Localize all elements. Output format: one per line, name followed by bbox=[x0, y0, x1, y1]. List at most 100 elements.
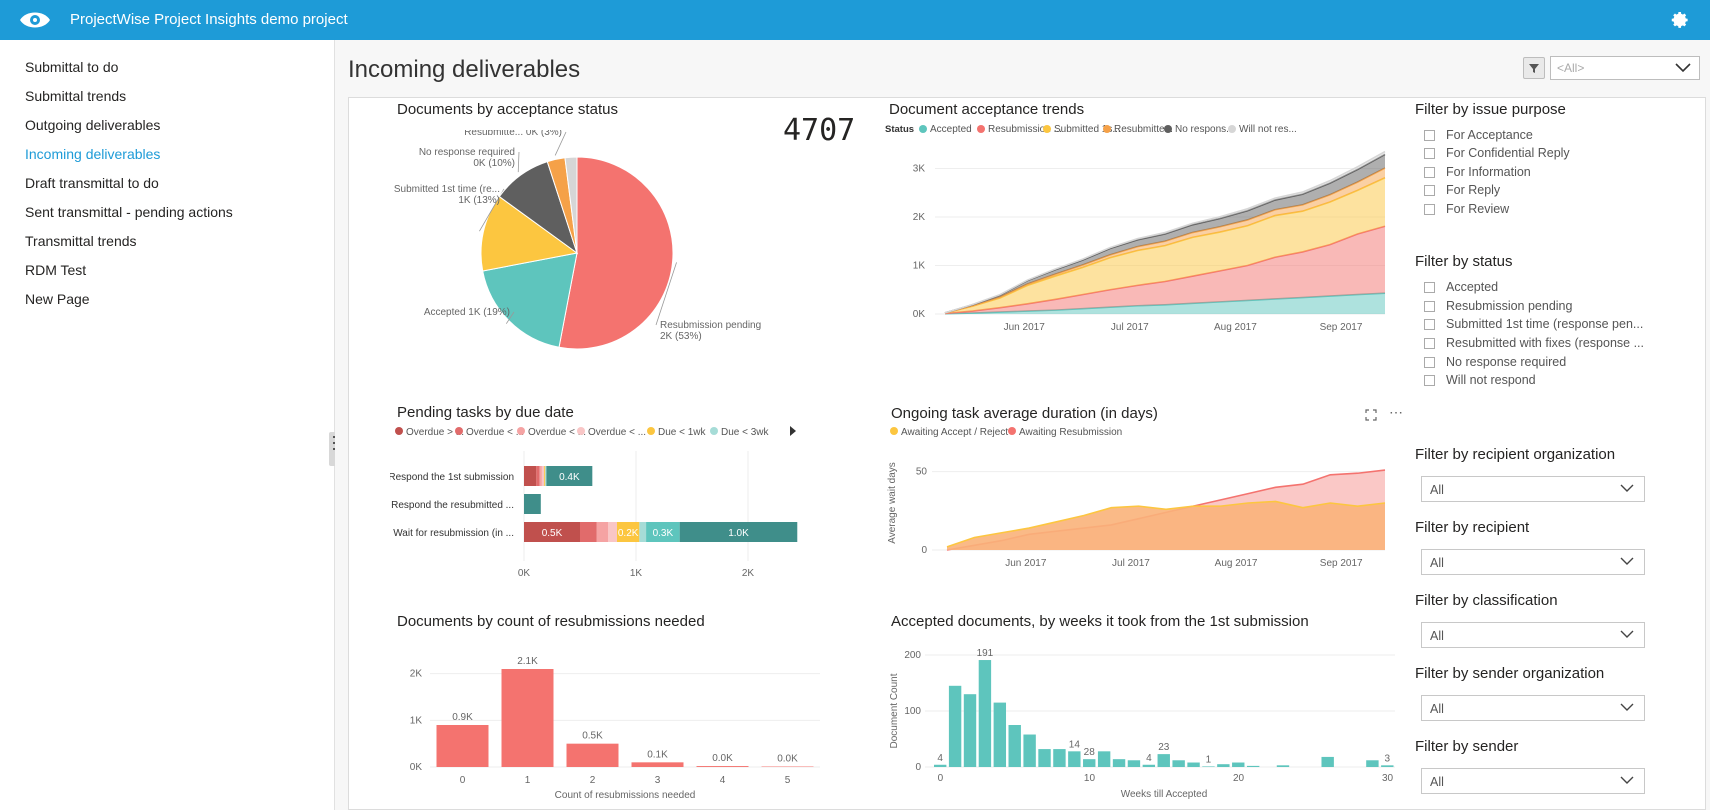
focus-mode-icon[interactable] bbox=[1364, 408, 1378, 422]
bar bbox=[1083, 759, 1096, 767]
checkbox[interactable] bbox=[1424, 130, 1435, 141]
sidebar-item-submittal-to-do[interactable]: Submittal to do bbox=[25, 59, 119, 75]
ongoing-duration-area-chart[interactable]: Awaiting Accept / Reject Awaiting Resubmi… bbox=[885, 426, 1395, 596]
weeks-chart-title: Accepted documents, by weeks it took fro… bbox=[891, 613, 1309, 630]
bar bbox=[1097, 751, 1111, 767]
checkbox[interactable] bbox=[1424, 282, 1435, 293]
bar-data-label: 14 bbox=[1069, 739, 1081, 750]
legend-label: Overdue < ... bbox=[466, 427, 524, 438]
pie-slice bbox=[564, 156, 578, 254]
ongoing-duration-title: Ongoing task average duration (in days) bbox=[891, 405, 1158, 422]
sidebar-item-outgoing-deliverables[interactable]: Outgoing deliverables bbox=[25, 117, 161, 133]
bar-segment bbox=[541, 466, 545, 486]
bar-data-label: 1.0K bbox=[728, 528, 749, 539]
y-tick-label: 100 bbox=[904, 706, 921, 717]
area-series bbox=[947, 501, 1385, 550]
pie-data-label: Resubmission pending bbox=[660, 320, 761, 331]
bar bbox=[1321, 756, 1334, 767]
filter-button[interactable] bbox=[1523, 57, 1545, 79]
area-series bbox=[945, 154, 1385, 313]
x-tick-label: Aug 2017 bbox=[1215, 558, 1258, 569]
gear-icon[interactable] bbox=[1668, 9, 1690, 31]
bar bbox=[993, 702, 1007, 767]
acceptance-trends-area-chart[interactable]: Status Accepted Resubmission ...Submitted … bbox=[885, 124, 1395, 364]
legend-marker bbox=[710, 427, 718, 435]
pending-tasks-title: Pending tasks by due date bbox=[397, 404, 574, 421]
recipient-org-slicer-title: Filter by recipient organization bbox=[1415, 446, 1616, 463]
legend-marker bbox=[395, 427, 403, 435]
checkbox[interactable] bbox=[1424, 204, 1435, 215]
checkbox[interactable] bbox=[1424, 357, 1435, 368]
x-tick-label: Jun 2017 bbox=[1004, 322, 1046, 333]
page-filter-select[interactable]: <All> bbox=[1550, 56, 1700, 80]
bar-data-label: 2.1K bbox=[517, 656, 538, 667]
classification-dropdown[interactable]: All bbox=[1421, 622, 1645, 648]
recipient-dropdown[interactable]: All bbox=[1421, 549, 1645, 575]
sidebar-item-draft-transmittal-to-do[interactable]: Draft transmittal to do bbox=[25, 175, 159, 191]
recipient-slicer-title: Filter by recipient bbox=[1415, 519, 1530, 536]
bar-segment bbox=[608, 522, 617, 542]
pie-data-label: 1K (13%) bbox=[458, 195, 500, 206]
bar bbox=[1366, 760, 1379, 767]
x-axis-label: Count of resubmissions needed bbox=[555, 790, 696, 801]
bar bbox=[1023, 734, 1036, 767]
status-slicer-title: Filter by status bbox=[1415, 253, 1513, 270]
y-tick-label: 2K bbox=[913, 212, 926, 223]
area-series-line bbox=[946, 500, 1386, 548]
sidebar-item-rdm-test[interactable]: RDM Test bbox=[25, 262, 87, 278]
y-tick-label: 0 bbox=[921, 545, 927, 556]
checkbox[interactable] bbox=[1424, 301, 1435, 312]
y-tick-label: 50 bbox=[916, 467, 928, 478]
pending-tasks-bar-chart[interactable]: Overdue > ... Overdue < ... Overdue < ... O… bbox=[390, 426, 870, 596]
sender-org-dropdown[interactable]: All bbox=[1421, 695, 1645, 721]
legend-marker bbox=[919, 125, 927, 133]
sidebar-collapse-handle[interactable] bbox=[329, 432, 339, 466]
bar bbox=[978, 660, 992, 767]
y-tick-label: 1K bbox=[410, 715, 423, 726]
y-axis-label: Average wait days bbox=[887, 462, 898, 544]
checkbox[interactable] bbox=[1424, 167, 1435, 178]
sidebar-item-new-page[interactable]: New Page bbox=[25, 291, 90, 307]
bar bbox=[1127, 760, 1141, 767]
more-options-icon[interactable]: ⋯ bbox=[1389, 404, 1403, 420]
sidebar-item-transmittal-trends[interactable]: Transmittal trends bbox=[25, 233, 137, 249]
y-tick-label: 1K bbox=[913, 261, 926, 272]
bar-data-label: 0.5K bbox=[582, 731, 603, 742]
chevron-down-icon bbox=[1620, 484, 1634, 492]
bar-segment bbox=[616, 522, 640, 542]
sender-dropdown[interactable]: All bbox=[1421, 768, 1645, 794]
app-title: ProjectWise Project Insights demo projec… bbox=[70, 11, 348, 28]
sidebar-item-submittal-trends[interactable]: Submittal trends bbox=[25, 88, 127, 104]
checkbox[interactable] bbox=[1424, 319, 1435, 330]
bar bbox=[1068, 751, 1081, 767]
x-tick-label: 1K bbox=[630, 568, 643, 579]
pie-data-label: 0K (10%) bbox=[473, 158, 515, 169]
bar-segment bbox=[524, 494, 541, 514]
x-tick-label: 0 bbox=[460, 775, 466, 786]
bar-data-label: 4 bbox=[937, 753, 943, 764]
total-documents-kpi: 4707 bbox=[783, 113, 856, 148]
checkbox[interactable] bbox=[1424, 185, 1435, 196]
recipient-org-dropdown[interactable]: All bbox=[1421, 476, 1645, 502]
bar bbox=[963, 694, 977, 767]
chevron-down-icon bbox=[1620, 703, 1634, 711]
y-tick-label: 0 bbox=[915, 762, 921, 773]
legend-marker bbox=[1164, 125, 1172, 133]
bar bbox=[1008, 725, 1021, 767]
pie-data-label: No response required bbox=[419, 147, 515, 158]
resubmissions-bar-chart[interactable]: 0K 1K 2K 0.9K 0 2.1K 1 0.5K 2 0.1K 3 0.0K 4 0.0K 5 Coun… bbox=[390, 640, 870, 810]
bar-segment bbox=[524, 522, 580, 542]
sender-org-slicer-title: Filter by sender organization bbox=[1415, 665, 1605, 682]
sidebar-item-sent-transmittal[interactable]: Sent transmittal - pending actions bbox=[25, 204, 233, 220]
checkbox[interactable] bbox=[1424, 338, 1435, 349]
x-tick-label: 0 bbox=[938, 773, 944, 784]
checkbox[interactable] bbox=[1424, 148, 1435, 159]
app-header: ProjectWise Project Insights demo projec… bbox=[0, 0, 1710, 40]
sidebar-item-incoming-deliverables[interactable]: Incoming deliverables bbox=[25, 146, 161, 162]
sidebar: Submittal to do Submittal trends Outgoin… bbox=[0, 40, 335, 810]
x-tick-label: Jul 2017 bbox=[1112, 558, 1150, 569]
bar bbox=[696, 766, 749, 767]
checkbox[interactable] bbox=[1424, 375, 1435, 386]
